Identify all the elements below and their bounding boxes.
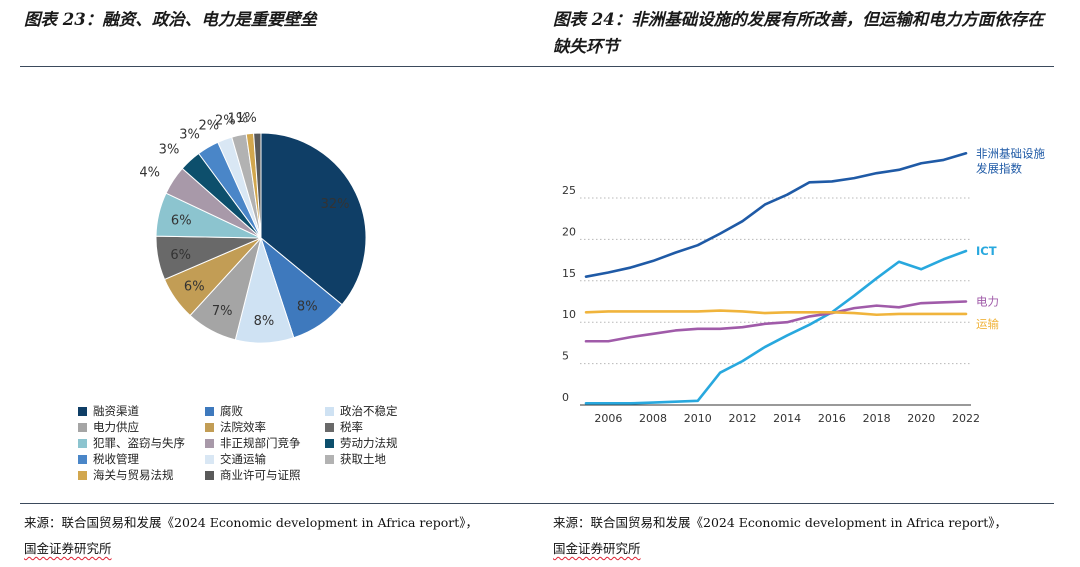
pie-legend-label: 税率 <box>340 420 363 434</box>
pie-legend-label: 非正规部门竞争 <box>220 436 301 450</box>
pie-legend-swatch <box>325 455 334 464</box>
pie-legend-label: 获取土地 <box>340 452 386 466</box>
pie-data-label: 1% <box>236 111 257 126</box>
series-line <box>584 151 968 278</box>
pie-legend-label: 商业许可与证照 <box>220 468 301 482</box>
pie-slice <box>253 132 262 239</box>
pie-legend-swatch <box>325 423 334 432</box>
y-tick-label: 25 <box>562 184 576 197</box>
pie-legend-label: 税收管理 <box>93 452 139 466</box>
x-tick-label: 2010 <box>684 412 712 425</box>
pie-legend-label: 犯罪、盗窃与失序 <box>93 436 185 450</box>
pie-legend-item: 法院效率 <box>205 420 266 434</box>
x-tick-label: 2008 <box>639 412 667 425</box>
series-line <box>584 300 968 343</box>
pie-data-label: 3% <box>159 143 180 158</box>
pie-legend-item: 税收管理 <box>78 452 139 466</box>
pie-legend-item: 海关与贸易法规 <box>78 468 174 482</box>
x-tick-label: 2022 <box>952 412 980 425</box>
series-line <box>584 249 968 405</box>
pie-data-label: 6% <box>170 248 191 263</box>
x-tick-label: 2006 <box>594 412 622 425</box>
pie-legend-item: 交通运输 <box>205 452 266 466</box>
series-label: 发展指数 <box>976 161 1022 175</box>
pie-legend-swatch <box>205 455 214 464</box>
bottom-divider <box>20 503 1054 504</box>
pie-slice <box>260 132 367 306</box>
pie-legend-label: 交通运输 <box>220 452 266 466</box>
series-line <box>584 309 968 317</box>
pie-data-label: 7% <box>212 304 233 319</box>
top-divider <box>20 66 1054 67</box>
pie-legend-swatch <box>78 455 87 464</box>
line-chart: 0 5 10 15 20 25 2006 2008 2010 2012 2014 2016 2018 20… <box>562 146 1045 425</box>
pie-data-label: 32% <box>321 197 350 212</box>
pie-data-label: 4% <box>139 165 160 180</box>
series-label: 电力 <box>976 295 999 309</box>
series-label: 运输 <box>976 317 999 331</box>
pie-legend-swatch <box>78 471 87 480</box>
right-source-line1: 来源：联合国贸易和发展《2024 Economic development in… <box>553 515 1008 530</box>
x-tick-label: 2020 <box>907 412 935 425</box>
pie-legend-label: 政治不稳定 <box>340 404 398 418</box>
pie-data-label: 8% <box>297 300 318 315</box>
pie-legend-item: 融资渠道 <box>78 404 139 418</box>
series-label: 非洲基础设施 <box>976 146 1045 160</box>
pie-legend-label: 电力供应 <box>93 420 139 434</box>
pie-data-label: 1% <box>228 112 249 127</box>
pie-legend-swatch <box>205 407 214 416</box>
right-source: 来源：联合国贸易和发展《2024 Economic development in… <box>553 510 1007 562</box>
pie-legend-swatch <box>205 439 214 448</box>
pie-data-label: 6% <box>171 213 192 228</box>
y-tick-label: 10 <box>562 308 576 321</box>
pie-legend-item: 获取土地 <box>325 452 386 466</box>
pie-legend-item: 商业许可与证照 <box>205 468 301 482</box>
pie-legend-label: 海关与贸易法规 <box>93 468 174 482</box>
left-source: 来源：联合国贸易和发展《2024 Economic development in… <box>24 510 478 562</box>
pie-legend-swatch <box>78 439 87 448</box>
left-figure-title: 图表 23：融资、政治、电力是重要壁垒 <box>24 10 317 29</box>
pie-legend-item: 税率 <box>325 420 363 434</box>
x-tick-label: 2016 <box>818 412 846 425</box>
pie-legend-label: 腐败 <box>220 404 243 418</box>
y-tick-label: 5 <box>562 350 569 363</box>
x-tick-label: 2012 <box>728 412 756 425</box>
pie-legend-label: 劳动力法规 <box>340 436 398 450</box>
pie-data-label: 3% <box>179 128 200 143</box>
pie-data-label: 8% <box>254 314 275 329</box>
left-source-line1: 来源：联合国贸易和发展《2024 Economic development in… <box>24 515 479 530</box>
pie-data-label: 2% <box>199 118 220 133</box>
pie-legend-swatch <box>325 407 334 416</box>
pie-legend-label: 法院效率 <box>220 420 266 434</box>
pie-data-label: 2% <box>215 114 236 129</box>
pie-legend-swatch <box>205 471 214 480</box>
pie-legend-swatch <box>325 439 334 448</box>
pie-legend-swatch <box>78 407 87 416</box>
pie-legend-item: 政治不稳定 <box>325 404 398 418</box>
y-tick-label: 20 <box>562 225 576 238</box>
pie-legend-item: 犯罪、盗窃与失序 <box>78 436 185 450</box>
pie-chart: 32%8%8%7%6%6%6%4%3%3%2%2%1%1% <box>139 111 367 344</box>
right-source-line2: 国金证券研究所 <box>553 541 641 556</box>
pie-legend-label: 融资渠道 <box>93 404 139 418</box>
series-label: ICT <box>976 244 997 258</box>
pie-legend-item: 劳动力法规 <box>325 436 398 450</box>
pie-legend-swatch <box>205 423 214 432</box>
y-tick-label: 0 <box>562 391 569 404</box>
y-tick-label: 15 <box>562 267 576 280</box>
pie-legend-swatch <box>78 423 87 432</box>
pie-data-label: 6% <box>184 279 205 294</box>
left-source-line2: 国金证券研究所 <box>24 541 112 556</box>
x-tick-label: 2014 <box>773 412 801 425</box>
pie-legend-item: 非正规部门竞争 <box>205 436 301 450</box>
x-tick-label: 2018 <box>863 412 891 425</box>
pie-legend-item: 电力供应 <box>78 420 139 434</box>
right-figure-title: 图表 24：非洲基础设施的发展有所改善，但运输和电力方面依存在缺失环节 <box>553 10 1044 56</box>
pie-legend-item: 腐败 <box>205 404 243 418</box>
